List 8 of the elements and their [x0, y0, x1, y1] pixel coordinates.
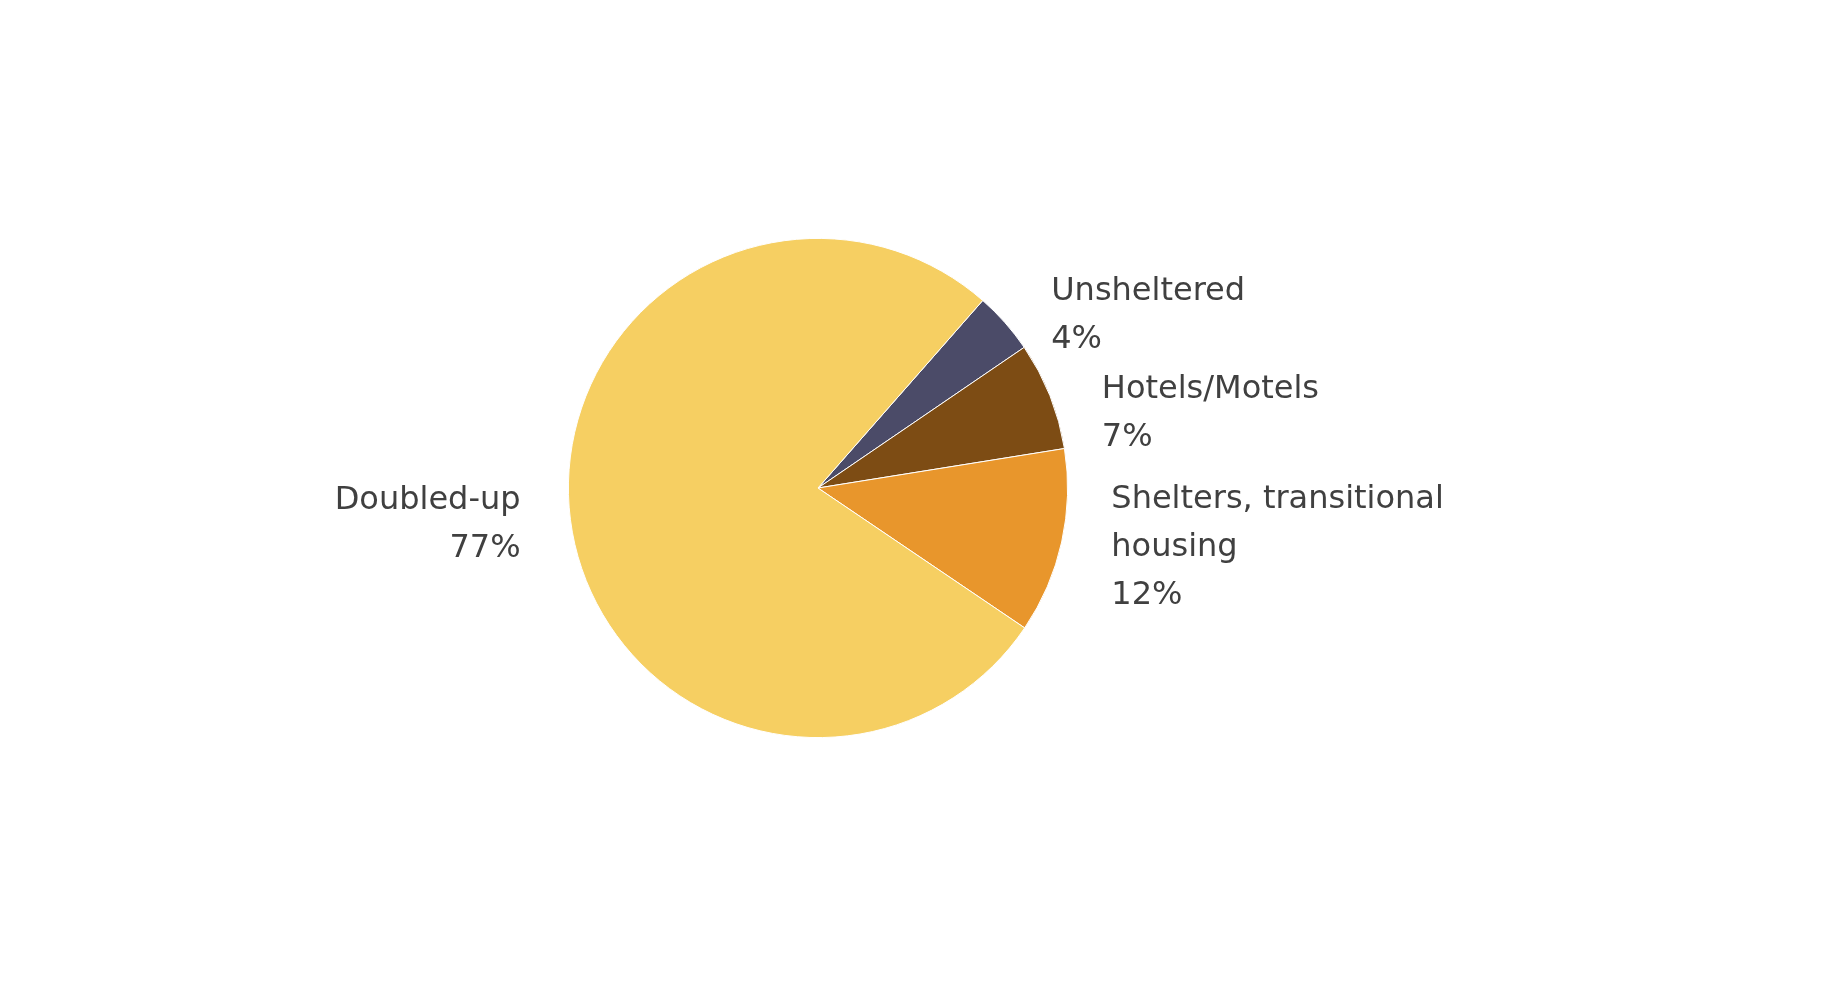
data-label: 7%	[1101, 415, 1153, 454]
slice-label: Unsheltered	[1051, 269, 1246, 308]
data-label: 77%	[449, 526, 521, 565]
slice-label: Shelters, transitional housing	[1111, 478, 1455, 565]
slice-label: Doubled-up	[334, 478, 521, 517]
data-label: 12%	[1111, 574, 1183, 613]
data-label: 4%	[1051, 317, 1102, 356]
slice-label: Hotels/Motels	[1101, 367, 1320, 406]
